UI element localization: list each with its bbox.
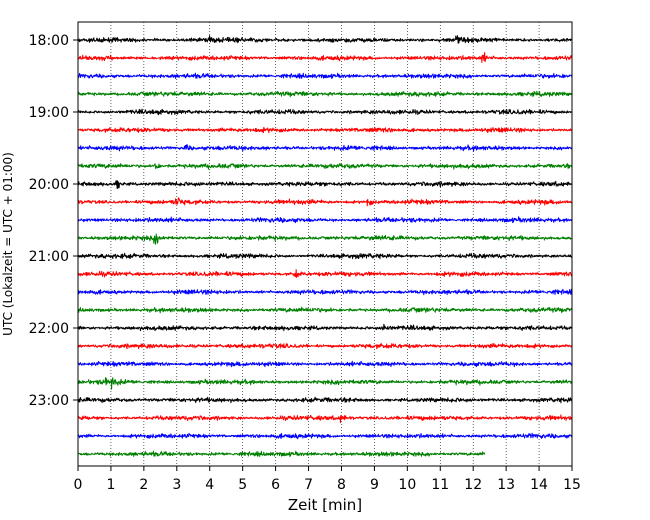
x-tick-label: 1 <box>106 477 115 493</box>
x-tick-label: 3 <box>172 477 181 493</box>
x-tick-label: 6 <box>271 477 280 493</box>
trace-1830 <box>77 72 573 79</box>
x-tick-label: 10 <box>398 477 416 493</box>
x-tick-label: 9 <box>370 477 379 493</box>
trace-2045 <box>77 233 573 245</box>
trace-1915 <box>77 126 573 134</box>
trace-1930 <box>77 144 573 152</box>
trace-2300 <box>77 396 573 404</box>
trace-2130 <box>77 288 573 296</box>
x-tick-label: 13 <box>497 477 515 493</box>
y-tick-label: 21:00 <box>29 249 69 265</box>
x-tick-label: 14 <box>530 477 548 493</box>
trace-2245 <box>77 377 573 390</box>
trace-1900 <box>77 108 573 116</box>
y-tick-label: 18:00 <box>29 33 69 49</box>
grid-lines <box>110 22 540 466</box>
x-tick-label: 2 <box>139 477 148 493</box>
trace-2145 <box>77 306 573 314</box>
trace-2315 <box>77 414 573 424</box>
x-tick-label: 0 <box>74 477 83 493</box>
trace-2345 <box>77 450 486 457</box>
trace-2000 <box>77 180 573 189</box>
trace-1845 <box>77 90 573 98</box>
trace-2200 <box>77 323 573 332</box>
trace-1945 <box>77 163 573 170</box>
x-tick-label: 12 <box>464 477 482 493</box>
y-axis-label: UTC (Lokalzeit = UTC + 01:00) <box>1 152 15 336</box>
trace-2030 <box>77 216 573 224</box>
x-tick-label: 7 <box>304 477 313 493</box>
y-tick-label: 19:00 <box>29 105 69 121</box>
trace-2115 <box>77 269 573 278</box>
x-tick-label: 8 <box>337 477 346 493</box>
x-axis-label: Zeit [min] <box>288 496 362 514</box>
x-tick-label: 11 <box>431 477 449 493</box>
trace-2015 <box>77 197 573 207</box>
y-tick-label: 20:00 <box>29 177 69 193</box>
trace-2330 <box>77 432 573 440</box>
x-tick-label: 15 <box>563 477 581 493</box>
trace-2100 <box>77 252 573 260</box>
trace-2230 <box>77 360 573 368</box>
y-axis: 18:00 19:00 20:00 21:00 22:00 23:00 <box>29 33 78 409</box>
trace-rows <box>77 35 573 457</box>
trace-2215 <box>77 342 573 350</box>
y-tick-label: 23:00 <box>29 393 69 409</box>
trace-1815 <box>77 51 573 64</box>
x-tick-label: 4 <box>205 477 214 493</box>
x-axis: 0 1 2 3 4 5 6 7 8 9 10 11 12 13 14 15 <box>74 466 581 493</box>
x-tick-label: 5 <box>238 477 247 493</box>
y-tick-label: 22:00 <box>29 321 69 337</box>
plot-frame <box>77 21 573 467</box>
trace-1800 <box>77 35 573 44</box>
